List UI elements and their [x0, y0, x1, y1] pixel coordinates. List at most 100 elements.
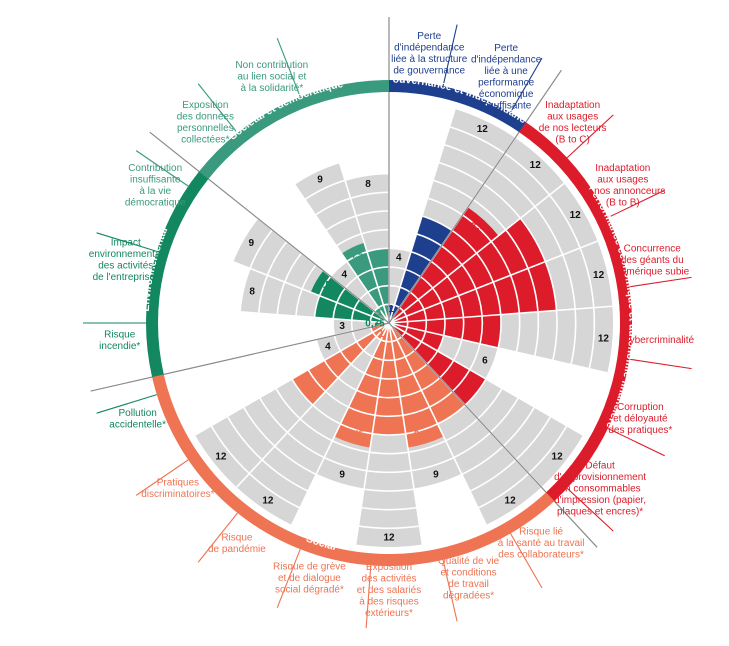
- category-label: Risque lié à la santé au travail des colla…: [498, 527, 585, 561]
- group-ring-segment: [519, 122, 632, 502]
- max-label: 12: [570, 210, 582, 221]
- category-label: Contribution insuffisante à la vie démocrat…: [125, 163, 186, 209]
- category-label: Perte d'indépendance liée à une performance…: [471, 43, 542, 112]
- max-label: 12: [593, 270, 605, 281]
- grid-ray: [194, 322, 390, 436]
- grid-ray: [388, 108, 456, 324]
- category-spoke: [442, 559, 458, 622]
- grid-ray: [388, 305, 613, 324]
- category-spoke: [566, 114, 614, 159]
- category-label: Impact environnemental des activités de l'e…: [89, 238, 163, 284]
- group-ring-segment: [389, 80, 526, 133]
- group-separator: [388, 322, 598, 548]
- max-label: 12: [552, 452, 564, 463]
- value-label: 1: [378, 329, 384, 340]
- category-label: Inadaptation aux usages de nos lecteurs (B …: [539, 100, 607, 145]
- category-spoke: [135, 459, 189, 496]
- max-label: 9: [339, 470, 345, 481]
- grid-ray: [388, 322, 584, 436]
- value-label: 4,5: [350, 250, 364, 261]
- category-spoke: [365, 565, 372, 629]
- grid-ray: [322, 108, 390, 324]
- category-spoke: [96, 394, 157, 414]
- category-label: Perte d'indépendance liée à la structure de…: [391, 31, 468, 77]
- grid-ray: [388, 322, 424, 545]
- max-label: 6: [482, 355, 488, 366]
- spokes-layer: [83, 17, 692, 629]
- category-label: Défaut d'approvisionnement en consommables…: [554, 460, 646, 517]
- category-label: Cybercriminalité: [622, 335, 694, 346]
- max-wedge: [316, 323, 389, 361]
- category-spoke: [197, 512, 238, 563]
- value-label: 6,75: [414, 429, 434, 440]
- grid-ray: [180, 240, 390, 324]
- max-label: 3: [339, 321, 345, 332]
- max-label: 12: [530, 160, 542, 171]
- category-spoke: [607, 189, 665, 219]
- grid-ray: [236, 322, 390, 488]
- max-label: 4: [396, 253, 402, 264]
- category-label: Pratiques discriminatoires*: [141, 478, 214, 501]
- max-label: 12: [505, 495, 517, 506]
- category-spoke: [629, 276, 692, 288]
- max-label: 8: [365, 179, 371, 190]
- category-spoke: [135, 150, 189, 187]
- value-label: 6: [467, 382, 473, 393]
- max-label: 9: [433, 470, 439, 481]
- value-wedge: [389, 207, 499, 323]
- max-label: 12: [598, 334, 610, 345]
- value-label: 1: [377, 307, 383, 318]
- group-separator: [388, 69, 562, 324]
- value-label: 7,5: [471, 222, 485, 233]
- category-spoke: [607, 427, 665, 457]
- category-label: Exposition des données personnelles collect…: [177, 100, 234, 145]
- max-label: 9: [249, 238, 255, 249]
- value-label: 3: [430, 335, 436, 346]
- value-wedge: [334, 323, 389, 448]
- category-label: Risque de pandémie: [208, 532, 266, 555]
- category-label: Corruption et déloyauté des pratiques*: [608, 402, 672, 436]
- value-wedge: [389, 261, 557, 323]
- value-wedge: [310, 270, 389, 323]
- category-label: Risque de grève et de dialogue social dégr…: [273, 562, 346, 596]
- value-wedge: [389, 323, 444, 448]
- category-label: Pollution accidentelle*: [109, 408, 166, 431]
- category-label: Qualité de vie et conditions de travail dég…: [438, 556, 500, 602]
- category-spoke: [510, 57, 543, 113]
- value-label: 9: [541, 282, 547, 293]
- category-label: Non contribution au lien social et à la so…: [235, 60, 308, 94]
- category-spoke: [276, 37, 301, 97]
- max-label: 12: [215, 452, 227, 463]
- category-spoke: [197, 83, 238, 134]
- max-label: 12: [262, 495, 274, 506]
- category-spoke: [629, 358, 692, 370]
- value-label: 6: [306, 382, 312, 393]
- grid-ray: [354, 322, 390, 545]
- max-label: 9: [317, 174, 323, 185]
- category-spoke: [96, 232, 157, 252]
- value-label: 9: [524, 238, 530, 249]
- wedges-layer: [195, 108, 613, 547]
- grid-ray: [388, 240, 598, 324]
- value-label: 4: [322, 303, 328, 314]
- grid-ray: [388, 182, 565, 324]
- max-wedge: [330, 261, 389, 323]
- group-separator: [149, 131, 390, 324]
- category-label: Exposition des activités et des salariés à …: [357, 562, 421, 619]
- category-spoke: [566, 487, 614, 532]
- group-separator: [90, 322, 390, 392]
- value-label: 1: [388, 304, 394, 315]
- group-ring-segment: [199, 80, 389, 179]
- group-ring-segment: [145, 171, 209, 378]
- max-label: 4: [325, 342, 331, 353]
- value-label: 6: [386, 421, 392, 432]
- value-label: 6: [489, 325, 495, 336]
- value-wedge: [389, 323, 466, 424]
- value-labels-layer: 1 4 6 12 7,5 12 9 12 9 12 6 12 3 6 6 12 6 12 6,75 9 6 12 6,75 9…: [215, 124, 609, 544]
- grid-ray: [262, 137, 390, 324]
- grid-ray: [291, 322, 390, 526]
- category-label: Risque incendie*: [99, 329, 140, 352]
- category-spoke: [442, 24, 458, 87]
- category-labels-layer: Perte d'indépendance liée à la structure de…: [89, 31, 695, 619]
